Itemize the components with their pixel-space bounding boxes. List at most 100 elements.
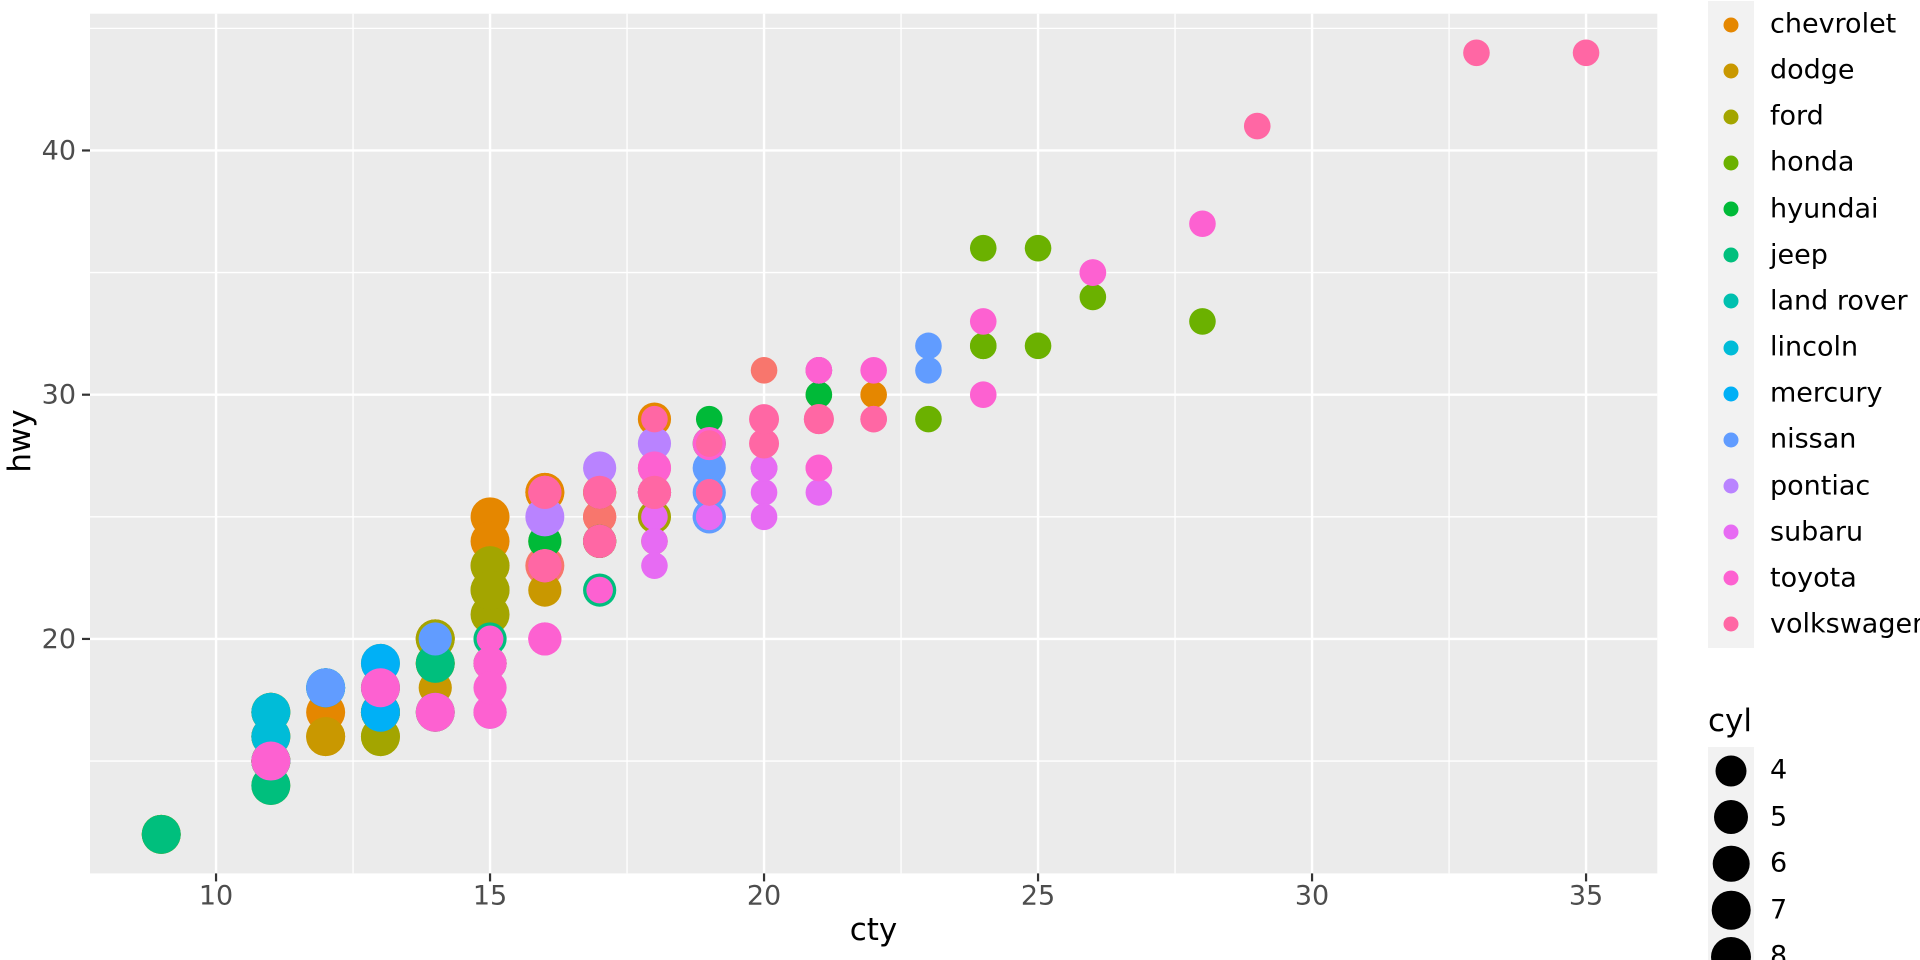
plot-area: 10 15 20 25 30 35 20 30 40 cty hwy bbox=[2, 13, 1658, 948]
point-hyundai bbox=[805, 381, 833, 409]
size-point-icon bbox=[1711, 890, 1751, 930]
size-point-icon bbox=[1715, 755, 1747, 787]
x-tick-label: 15 bbox=[473, 880, 507, 911]
point-volkswagen bbox=[805, 405, 833, 433]
cyl-legend-item-label: 7 bbox=[1770, 894, 1788, 926]
legend-item-ford: ford bbox=[0, 93, 1920, 141]
legend-point-icon bbox=[1723, 109, 1739, 125]
legend-point-icon bbox=[1723, 17, 1739, 32]
legend-point-icon bbox=[1723, 616, 1739, 632]
legend-point-icon bbox=[1723, 63, 1739, 79]
point-ford bbox=[470, 570, 510, 610]
size-point-icon bbox=[1714, 800, 1748, 835]
legend-item-jeep: jeep bbox=[0, 231, 1920, 279]
point-volkswagen bbox=[749, 428, 780, 459]
cyl-legend-item-7: 7 bbox=[0, 886, 1920, 934]
point-subaru bbox=[805, 479, 833, 506]
point-honda bbox=[1024, 332, 1052, 360]
point-toyota bbox=[637, 451, 672, 485]
cyl-legend-item-8: 8 bbox=[0, 933, 1920, 960]
legend-point-icon bbox=[1723, 432, 1739, 448]
legend-point-icon bbox=[1723, 155, 1739, 171]
point-volkswagen bbox=[860, 405, 887, 433]
legend-item-chevrolet: chevrolet bbox=[0, 1, 1920, 48]
point-nissan bbox=[915, 332, 942, 360]
point-volkswagen bbox=[695, 430, 723, 457]
legend-item-label: toyota bbox=[1770, 562, 1857, 594]
point-volkswagen bbox=[1572, 39, 1600, 67]
minor-gridlines bbox=[90, 13, 1658, 874]
data-points bbox=[141, 39, 1600, 854]
legend-point-icon bbox=[1723, 201, 1739, 217]
point-subaru bbox=[750, 479, 778, 506]
point-nissan bbox=[418, 622, 452, 656]
point-toyota bbox=[415, 692, 455, 732]
legend-key bbox=[1708, 93, 1754, 141]
x-tick-label: 30 bbox=[1295, 880, 1329, 911]
legend-item-pontiac: pontiac bbox=[0, 462, 1920, 510]
point-toyota bbox=[860, 356, 887, 384]
legend-key bbox=[1708, 747, 1754, 795]
point-honda bbox=[1024, 234, 1052, 262]
point-honda bbox=[1079, 283, 1107, 311]
legend-item-label: chevrolet bbox=[1770, 8, 1897, 40]
point-volkswagen bbox=[528, 549, 562, 583]
y-tick-label: 20 bbox=[42, 624, 76, 655]
point-subaru bbox=[641, 552, 668, 579]
legend-item-label: honda bbox=[1770, 146, 1855, 178]
legend-point-icon bbox=[1723, 340, 1739, 356]
point-chevrolet bbox=[860, 381, 887, 409]
legend-key bbox=[1708, 933, 1754, 960]
point-subaru bbox=[695, 503, 723, 531]
point-toyota bbox=[969, 381, 997, 409]
legend-key bbox=[1708, 416, 1754, 464]
point-toyota bbox=[969, 308, 997, 335]
legend-item-label: ford bbox=[1770, 100, 1824, 132]
legend-key bbox=[1708, 277, 1754, 325]
legend-key bbox=[1708, 886, 1754, 934]
legend-item-mercury: mercury bbox=[0, 370, 1920, 418]
point-subaru bbox=[641, 503, 668, 531]
legend-item-subaru: subaru bbox=[0, 508, 1920, 556]
cyl-legend-item-5: 5 bbox=[0, 793, 1920, 841]
x-axis-title: cty bbox=[850, 912, 898, 948]
point-honda bbox=[915, 405, 942, 433]
y-axis-title: hwy bbox=[2, 409, 38, 472]
axis-ticks bbox=[82, 149, 1588, 882]
point-nissan bbox=[915, 356, 942, 384]
legend-key bbox=[1708, 324, 1754, 372]
x-tick-label: 20 bbox=[747, 880, 781, 911]
point-dodge bbox=[306, 717, 346, 757]
legend-item-label: land rover bbox=[1770, 285, 1908, 317]
cyl-legend-title: cyl bbox=[1708, 703, 1753, 739]
legend-key bbox=[1708, 462, 1754, 510]
legend-key bbox=[1708, 231, 1754, 279]
point-jeep bbox=[415, 643, 455, 683]
x-tick-labels: 10 15 20 25 30 35 bbox=[199, 880, 1603, 911]
legend-key bbox=[1708, 1, 1754, 48]
point-volkswagen bbox=[637, 475, 672, 509]
point-hyundai bbox=[695, 405, 723, 433]
legend-point-icon bbox=[1723, 293, 1739, 309]
legend-item-label: dodge bbox=[1770, 54, 1855, 86]
size-point-icon bbox=[1712, 845, 1750, 883]
point-subaru bbox=[641, 527, 668, 555]
point-dodge bbox=[528, 573, 562, 607]
point-subaru bbox=[750, 454, 778, 482]
legend-key bbox=[1708, 185, 1754, 233]
legend-key bbox=[1708, 793, 1754, 841]
size-point-icon bbox=[1711, 936, 1751, 960]
legend-item-label: pontiac bbox=[1770, 470, 1871, 501]
point-nissan bbox=[692, 451, 726, 485]
point-audi bbox=[583, 500, 617, 534]
point-volkswagen bbox=[528, 475, 562, 509]
point-toyota bbox=[586, 576, 613, 604]
point-toyota bbox=[251, 741, 291, 781]
legend-key bbox=[1708, 139, 1754, 187]
point-jeep bbox=[141, 814, 181, 854]
point-toyota bbox=[473, 671, 507, 705]
point-volkswagen bbox=[641, 405, 668, 433]
x-tick-label: 25 bbox=[1021, 880, 1055, 911]
cyl-legend-item-4: 4 bbox=[0, 747, 1920, 795]
